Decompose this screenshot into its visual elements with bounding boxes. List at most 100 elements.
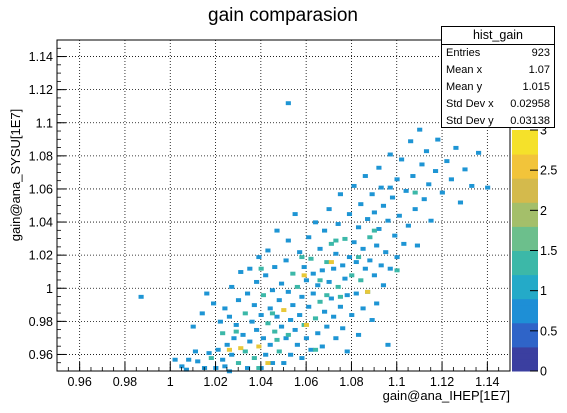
color-scale-segment <box>512 190 538 197</box>
heatmap-bin <box>297 250 303 255</box>
y-tick-label: 1.02 <box>29 249 53 263</box>
color-scale-segment <box>512 232 538 239</box>
heatmap-bin <box>360 306 366 311</box>
heatmap-bin <box>303 278 310 283</box>
stats-row-entries: Entries 923 <box>442 45 554 62</box>
heatmap-bin <box>206 351 212 356</box>
stats-value: 0.02958 <box>510 98 550 110</box>
heatmap-bin <box>324 260 330 265</box>
heatmap-bin <box>423 149 430 154</box>
heatmap-bin <box>376 165 382 170</box>
heatmap-bin <box>240 332 246 337</box>
heatmap-bin <box>215 347 221 352</box>
color-scale-segment <box>512 142 538 149</box>
heatmap-bin <box>272 329 278 334</box>
heatmap-bin <box>448 177 454 182</box>
heatmap-bin <box>394 177 400 182</box>
heatmap-bin <box>367 235 373 240</box>
heatmap-bin <box>281 361 287 365</box>
x-axis: 0.96 0.98 1 1.02 1.04 1.06 1.08 1.1 1.12 1.14 <box>56 362 511 389</box>
heatmap-bin <box>260 293 266 298</box>
heatmap-bin <box>378 185 384 190</box>
heatmap-bin <box>335 284 341 289</box>
heatmap-bin <box>355 225 362 230</box>
heatmap-bin <box>292 212 298 217</box>
heatmap-bin <box>426 182 432 187</box>
heatmap-bin <box>342 276 348 281</box>
stats-title: hist_gain <box>442 27 554 45</box>
x-tick-label: 1.14 <box>475 375 499 389</box>
color-scale-segment <box>512 166 538 173</box>
heatmap-bin <box>138 294 144 299</box>
heatmap-bin <box>242 349 248 354</box>
heatmap-bin <box>485 185 491 190</box>
grid <box>57 40 510 371</box>
x-tick-label: 0.98 <box>113 375 137 389</box>
heatmap-bin <box>385 342 391 347</box>
heatmap-bin <box>315 331 321 336</box>
heatmap-bin <box>342 236 348 241</box>
heatmap-bin <box>371 228 377 233</box>
heatmap-bin <box>312 347 319 352</box>
heatmap-bin <box>306 235 312 240</box>
heatmap-bin <box>322 228 328 233</box>
heatmap-bin <box>274 314 280 319</box>
heatmap-bin <box>444 159 450 164</box>
stats-row-std-y: Std Dev y 0.03138 <box>442 113 554 130</box>
x-tick-label: 1.08 <box>339 375 363 389</box>
heatmap-bin <box>306 304 312 309</box>
color-scale-segment <box>512 292 538 300</box>
heatmap-bin <box>401 241 407 246</box>
heatmap-bin <box>285 238 291 243</box>
heatmap-bin <box>256 344 262 349</box>
stats-value: 923 <box>531 47 550 59</box>
color-scale-segment <box>512 226 538 233</box>
heatmap-bin <box>349 313 355 317</box>
heatmap-bin <box>324 293 330 298</box>
y-axis: 0.96 0.98 1 1.02 1.04 1.06 1.08 1.1 1.12 1.14 <box>29 39 66 372</box>
heatmap-bin <box>380 203 387 208</box>
heatmap-bin <box>220 357 226 362</box>
heatmap-bin <box>211 301 217 306</box>
heatmap-bin <box>244 366 251 370</box>
y-tick-label: 1.04 <box>29 216 53 230</box>
color-scale-segment <box>512 178 538 185</box>
heatmap-bin <box>222 364 228 369</box>
heatmap-bin <box>317 246 323 251</box>
heatmap-bin <box>333 336 339 341</box>
heatmap-bin <box>328 241 334 246</box>
color-scale-segment <box>512 244 538 251</box>
heatmap-bin <box>469 183 475 188</box>
heatmap-bin <box>258 266 264 271</box>
stats-value: 0.03138 <box>510 115 550 127</box>
heatmap-bin <box>312 316 319 321</box>
heatmap-bin <box>238 270 244 274</box>
heatmap-bin <box>387 266 393 271</box>
heatmap-bin <box>358 278 364 283</box>
heatmap-bin <box>412 207 418 212</box>
heatmap-bin <box>369 318 375 322</box>
heatmap-bin <box>412 190 418 195</box>
heatmap-bin <box>285 289 291 294</box>
heatmap-bin <box>278 324 285 329</box>
heatmap-bin <box>292 327 298 332</box>
heatmap-bin <box>231 336 237 341</box>
heatmap-bin <box>254 327 260 332</box>
heatmap-bin <box>378 263 384 268</box>
color-scale-segment <box>512 214 538 221</box>
heatmap-bin <box>344 293 350 298</box>
stats-value: 1.015 <box>522 81 550 93</box>
heatmap-bin <box>346 255 353 260</box>
heatmap-bin <box>362 174 368 178</box>
x-axis-label: gain@ana_IHEP[1E7] <box>383 388 510 403</box>
heatmap-bin <box>299 356 305 361</box>
heatmap-bin <box>276 298 282 303</box>
heatmap-bin <box>267 342 273 347</box>
heatmap-bin <box>405 223 411 228</box>
heatmap-bin <box>362 266 368 271</box>
heatmap-bin <box>285 101 291 106</box>
heatmap-bin <box>349 273 355 278</box>
stats-box: hist_gain Entries 923 Mean x 1.07 Mean y… <box>441 26 555 128</box>
heatmap-bin <box>312 220 319 225</box>
heatmap-bin <box>247 266 253 271</box>
